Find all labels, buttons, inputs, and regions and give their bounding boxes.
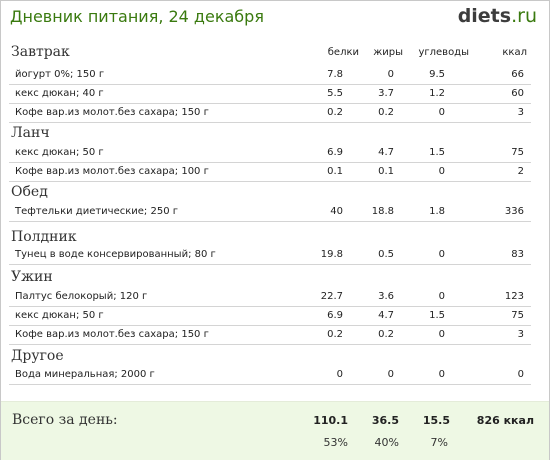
protein-value: 5.5 <box>327 88 343 99</box>
carbs-percent: 7% <box>430 436 448 449</box>
food-row[interactable]: кекс дюкан; 50 г 6.9 4.7 1.5 75 <box>9 144 531 163</box>
food-name: Палтус белокорый; 120 г <box>15 291 148 302</box>
kcal-value: 83 <box>511 249 524 260</box>
protein-value: 0 <box>336 369 343 380</box>
total-kcal: 826 ккал <box>476 414 534 427</box>
kcal-value: 123 <box>504 291 524 302</box>
fat-value: 4.7 <box>378 310 394 321</box>
food-row[interactable]: Кофе вар.из молот.без сахара; 100 г 0.1 0.… <box>9 163 531 182</box>
food-name: кекс дюкан; 40 г <box>15 88 104 99</box>
food-name: Тунец в воде консервированный; 80 г <box>15 249 216 260</box>
food-name: кекс дюкан; 50 г <box>15 310 104 321</box>
header: Дневник питания, 24 декабря diets.ru <box>1 1 549 33</box>
site-logo[interactable]: diets.ru <box>458 5 537 27</box>
fat-value: 0.2 <box>378 329 394 340</box>
food-row[interactable]: Вода минеральная; 2000 г 0 0 0 0 <box>9 366 531 385</box>
food-name: йогурт 0%; 150 г <box>15 69 105 80</box>
fat-value: 0.5 <box>378 249 394 260</box>
column-header-fat: жиры <box>373 47 403 58</box>
carbs-value: 0 <box>438 166 445 177</box>
total-fat: 36.5 <box>371 414 399 427</box>
meal-header: Обед <box>11 184 48 200</box>
carbs-value: 0 <box>438 369 445 380</box>
kcal-value: 60 <box>511 88 524 99</box>
carbs-value: 0 <box>438 249 445 260</box>
fat-value: 3.6 <box>378 291 394 302</box>
meal-header: Завтрак <box>11 44 70 60</box>
protein-value: 7.8 <box>327 69 343 80</box>
page-title: Дневник питания, 24 декабря <box>10 7 264 26</box>
protein-value: 0.2 <box>327 107 343 118</box>
protein-value: 19.8 <box>320 249 343 260</box>
logo-main: diets <box>457 5 512 27</box>
kcal-value: 66 <box>511 69 524 80</box>
carbs-value: 1.5 <box>429 147 445 158</box>
meal-header: Ужин <box>11 269 53 285</box>
fat-value: 18.8 <box>371 206 394 217</box>
total-carbs: 15.5 <box>422 414 450 427</box>
carbs-value: 0 <box>438 291 445 302</box>
meal-header: Другое <box>11 348 64 364</box>
column-header-kcal: ккал <box>502 47 527 58</box>
protein-value: 6.9 <box>327 310 343 321</box>
kcal-value: 336 <box>504 206 524 217</box>
carbs-value: 0 <box>438 107 445 118</box>
logo-tld: .ru <box>511 5 537 27</box>
food-row[interactable]: кекс дюкан; 40 г 5.5 3.7 1.2 60 <box>9 85 531 104</box>
kcal-value: 3 <box>517 107 524 118</box>
food-row[interactable]: йогурт 0%; 150 г 7.8 0 9.5 66 <box>9 66 531 85</box>
fat-percent: 40% <box>374 436 399 449</box>
column-header-carbs: углеводы <box>418 47 469 58</box>
kcal-value: 0 <box>517 369 524 380</box>
food-name: Тефтельки диетические; 250 г <box>15 206 178 217</box>
food-row[interactable]: Тефтельки диетические; 250 г 40 18.8 1.8 336 <box>9 203 531 222</box>
food-name: Кофе вар.из молот.без сахара; 100 г <box>15 166 209 177</box>
kcal-value: 75 <box>511 310 524 321</box>
daily-total: Всего за день: 110.1 36.5 15.5 826 ккал … <box>1 401 549 460</box>
food-name: Вода минеральная; 2000 г <box>15 369 155 380</box>
fat-value: 4.7 <box>378 147 394 158</box>
fat-value: 0.1 <box>378 166 394 177</box>
column-header-protein: белки <box>327 47 359 58</box>
total-protein: 110.1 <box>313 414 348 427</box>
meal-header: Ланч <box>11 125 50 141</box>
fat-value: 0 <box>387 369 394 380</box>
kcal-value: 2 <box>517 166 524 177</box>
carbs-value: 9.5 <box>429 69 445 80</box>
total-label: Всего за день: <box>12 412 118 428</box>
food-name: Кофе вар.из молот.без сахара; 150 г <box>15 329 209 340</box>
carbs-value: 1.8 <box>429 206 445 217</box>
fat-value: 0 <box>387 69 394 80</box>
fat-value: 0.2 <box>378 107 394 118</box>
protein-value: 0.1 <box>327 166 343 177</box>
column-headers: белки жиры углеводы ккал <box>1 47 549 63</box>
carbs-value: 1.2 <box>429 88 445 99</box>
kcal-value: 3 <box>517 329 524 340</box>
food-row[interactable]: кекс дюкан; 50 г 6.9 4.7 1.5 75 <box>9 307 531 326</box>
food-name: Кофе вар.из молот.без сахара; 150 г <box>15 107 209 118</box>
kcal-value: 75 <box>511 147 524 158</box>
carbs-value: 1.5 <box>429 310 445 321</box>
carbs-value: 0 <box>438 329 445 340</box>
food-row[interactable]: Тунец в воде консервированный; 80 г 19.8 0… <box>9 246 531 265</box>
food-row[interactable]: Кофе вар.из молот.без сахара; 150 г 0.2 0.… <box>9 104 531 123</box>
protein-value: 22.7 <box>320 291 343 302</box>
food-name: кекс дюкан; 50 г <box>15 147 104 158</box>
protein-value: 40 <box>330 206 343 217</box>
food-row[interactable]: Кофе вар.из молот.без сахара; 150 г 0.2 0.… <box>9 326 531 345</box>
protein-percent: 53% <box>323 436 348 449</box>
protein-value: 0.2 <box>327 329 343 340</box>
food-row[interactable]: Палтус белокорый; 120 г 22.7 3.6 0 123 <box>9 288 531 307</box>
meal-header: Полдник <box>11 229 77 245</box>
protein-value: 6.9 <box>327 147 343 158</box>
fat-value: 3.7 <box>378 88 394 99</box>
